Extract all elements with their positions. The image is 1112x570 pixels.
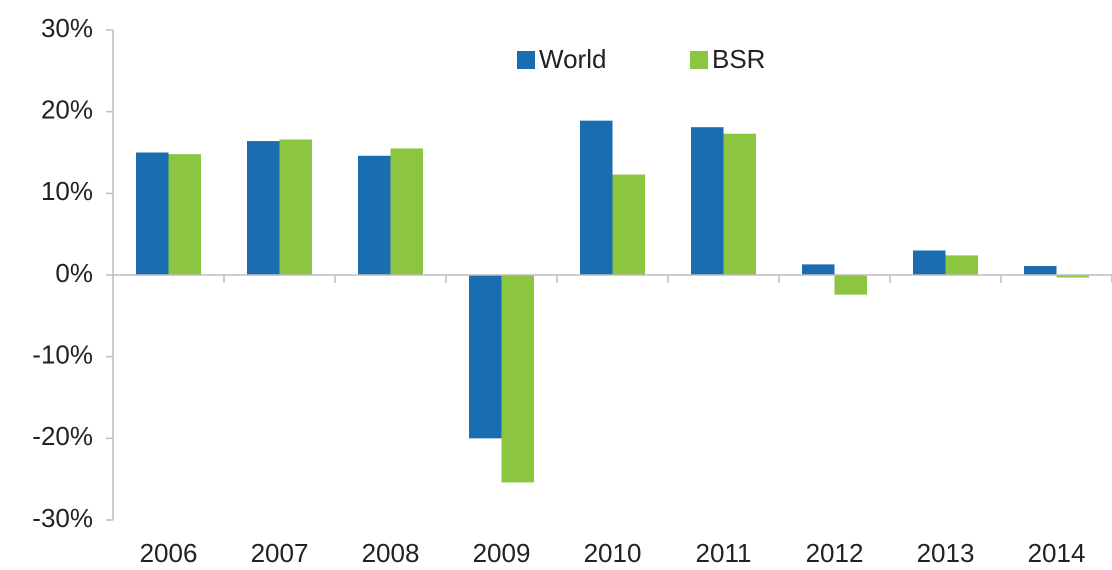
legend-swatch <box>690 51 708 69</box>
x-tick-label: 2009 <box>473 538 531 568</box>
y-tick-label: 30% <box>41 13 93 43</box>
bar <box>358 155 391 275</box>
bar <box>945 255 978 275</box>
bar <box>247 141 280 275</box>
bar <box>802 264 835 275</box>
bar <box>1024 266 1057 275</box>
bar <box>691 127 724 275</box>
bar <box>136 152 169 275</box>
bar <box>1056 275 1089 278</box>
bar <box>390 148 423 275</box>
y-tick-label: -20% <box>32 421 93 451</box>
bar <box>469 275 502 439</box>
legend-swatch <box>517 51 535 69</box>
bar <box>723 133 756 275</box>
x-tick-label: 2011 <box>696 538 752 568</box>
y-tick-label: -30% <box>32 503 93 533</box>
bar <box>834 275 867 295</box>
bar <box>580 120 613 276</box>
y-tick-label: -10% <box>32 340 93 370</box>
x-tick-label: 2012 <box>806 538 864 568</box>
y-tick-label: 20% <box>41 95 93 125</box>
x-tick-label: 2013 <box>917 538 975 568</box>
y-tick-label: 0% <box>55 258 93 288</box>
x-tick-label: 2008 <box>362 538 420 568</box>
x-tick-label: 2010 <box>584 538 642 568</box>
bar <box>501 275 534 483</box>
bar <box>168 154 201 275</box>
legend-label: BSR <box>712 44 765 74</box>
x-tick-label: 2007 <box>251 538 309 568</box>
bar <box>913 250 946 275</box>
bar <box>612 174 645 275</box>
legend-label: World <box>539 44 606 74</box>
y-tick-label: 10% <box>41 176 93 206</box>
bar <box>279 139 312 275</box>
x-tick-label: 2014 <box>1028 538 1086 568</box>
x-tick-label: 2006 <box>140 538 198 568</box>
